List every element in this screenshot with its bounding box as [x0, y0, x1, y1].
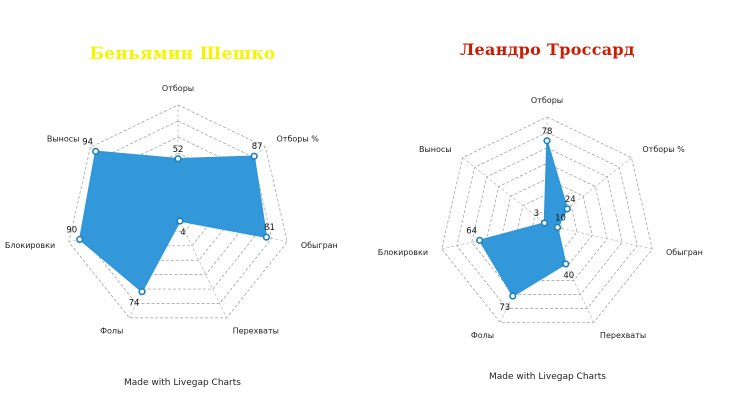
data-point	[262, 233, 271, 241]
data-point	[250, 152, 258, 160]
data-label: 3	[534, 209, 539, 219]
data-label: 64	[466, 226, 477, 236]
chart-credit: Made with Livegap Charts	[124, 378, 241, 388]
data-point	[553, 223, 562, 232]
axis-label: Выносы	[47, 134, 80, 143]
axis-label: Обыгран	[301, 241, 338, 250]
grid-ring	[441, 116, 653, 323]
data-point	[176, 217, 184, 225]
data-point	[76, 235, 84, 244]
data-label: 52	[173, 145, 184, 155]
axis-label: Отборы %	[277, 134, 320, 143]
axis-label: Фолы	[100, 327, 123, 336]
axis-label: Обыгран	[666, 248, 703, 257]
data-label: 94	[82, 137, 93, 147]
chart-panel-right: Леандро Троссард 78 24 10 40 73 64 3 Отборы Отбо…	[365, 0, 730, 413]
data-label: 74	[129, 299, 140, 309]
grid-ring	[471, 147, 623, 295]
chart-title: Беньямин Шешко	[89, 44, 276, 64]
data-point	[563, 205, 571, 213]
axis-label: Фолы	[471, 331, 494, 340]
grid-ring	[68, 104, 288, 319]
axis-label: Отборы	[162, 84, 194, 93]
chart-title: Леандро Троссард	[460, 40, 635, 59]
axis-label: Отборы %	[642, 145, 685, 154]
data-label: 73	[499, 303, 510, 313]
radar-chart: 52 87 81 4 74 90 94 Отборы Отборы % Обыгран Перехв…	[5, 84, 338, 336]
grid-ring	[516, 193, 578, 254]
data-point	[476, 236, 484, 244]
grid-spoke	[546, 224, 653, 250]
data-point	[138, 288, 146, 296]
data-label: 78	[542, 127, 553, 137]
chart-credit: Made with Livegap Charts	[489, 372, 606, 382]
grid-spoke	[462, 157, 548, 226]
axis-label: Блокировки	[5, 241, 55, 250]
data-point	[509, 292, 517, 300]
data-point	[562, 260, 570, 268]
axis-label: Перехваты	[600, 331, 646, 340]
data-label: 81	[264, 223, 275, 233]
data-label: 90	[66, 225, 77, 235]
data-point	[540, 219, 549, 227]
data-point	[174, 155, 182, 163]
data-label: 24	[565, 195, 576, 205]
grid-ring	[486, 162, 608, 281]
data-label: 40	[563, 271, 574, 281]
data-point	[543, 137, 551, 145]
series-area	[78, 150, 268, 293]
axis-label: Блокировки	[378, 248, 428, 257]
axis-label: Отборы	[531, 96, 563, 105]
axis-label: Выносы	[419, 145, 452, 154]
axis-label: Перехваты	[233, 327, 279, 336]
data-label: 87	[252, 142, 263, 152]
data-point	[92, 147, 100, 155]
data-label: 10	[555, 213, 566, 223]
radar-chart: 78 24 10 40 73 64 3 Отборы Отборы % Обыгран Перехв…	[378, 96, 703, 340]
grid-spoke	[177, 216, 227, 319]
grid-ring	[456, 132, 638, 309]
data-label: 4	[180, 228, 185, 238]
series-area	[478, 140, 569, 298]
chart-panel-left: Беньямин Шешко 52 87 81 4 74 90 94 Отборы Отборы…	[5, 44, 338, 388]
